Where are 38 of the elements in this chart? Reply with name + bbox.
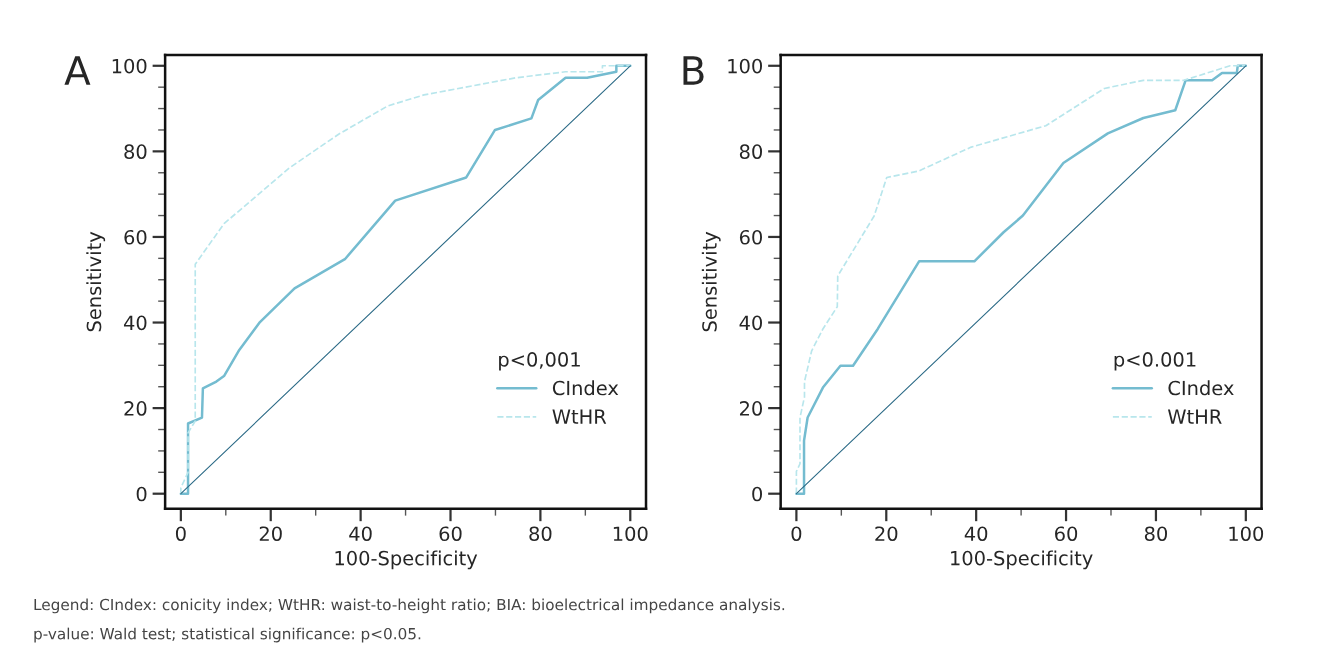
y-tick-label: 40 <box>123 315 147 331</box>
y-tick-label: 20 <box>739 401 763 416</box>
x-tick-label: 80 <box>529 526 552 542</box>
y-tick-label: 60 <box>124 229 147 245</box>
legend-label: CIndex <box>552 380 619 396</box>
x-tick-label: 0 <box>791 526 802 542</box>
y-tick-label: 100 <box>728 58 763 74</box>
y-tick-label: 80 <box>124 144 147 160</box>
x-tick-label: 60 <box>1055 526 1078 542</box>
x-tick-label: 20 <box>259 526 282 542</box>
legend-label: CIndex <box>1168 380 1234 396</box>
legend-label: WtHR <box>1167 409 1222 424</box>
x-tick-label: 20 <box>875 526 898 542</box>
y-tick-label: 40 <box>739 315 763 331</box>
legend-title: p<0,001 <box>499 352 580 371</box>
y-axis-title: Sensitivity <box>701 231 721 332</box>
y-tick-label: 20 <box>124 401 147 416</box>
chart-title: A <box>64 56 91 85</box>
x-axis-title: 100-Specificity <box>335 550 478 570</box>
y-tick-label: 100 <box>112 58 147 74</box>
x-tick-label: 100 <box>613 526 648 542</box>
x-tick-label: 80 <box>1144 526 1168 542</box>
chart-title: B <box>683 56 704 85</box>
y-tick-label: 0 <box>752 486 763 502</box>
x-tick-label: 60 <box>439 526 462 542</box>
legend-title: p<0.001 <box>1114 352 1196 371</box>
x-tick-label: 0 <box>175 526 186 542</box>
text: p-value: Wald test; statistical significance: p<0.05. <box>34 627 421 643</box>
x-tick-label: 40 <box>964 526 988 542</box>
x-tick-label: 40 <box>349 526 372 542</box>
y-tick-label: 0 <box>136 486 147 502</box>
x-axis-title: 100-Specificity <box>951 550 1093 570</box>
y-tick-label: 60 <box>739 229 763 245</box>
y-tick-label: 80 <box>739 144 763 160</box>
x-tick-label: 100 <box>1229 526 1264 542</box>
legend-label: WtHR <box>552 409 607 424</box>
text: Legend: CIndex: conicity index; WtHR: waist-to-height ratio; BIA: bioelectrical impedance analysis. <box>34 598 785 614</box>
y-axis-title: Sensitivity <box>86 231 106 332</box>
